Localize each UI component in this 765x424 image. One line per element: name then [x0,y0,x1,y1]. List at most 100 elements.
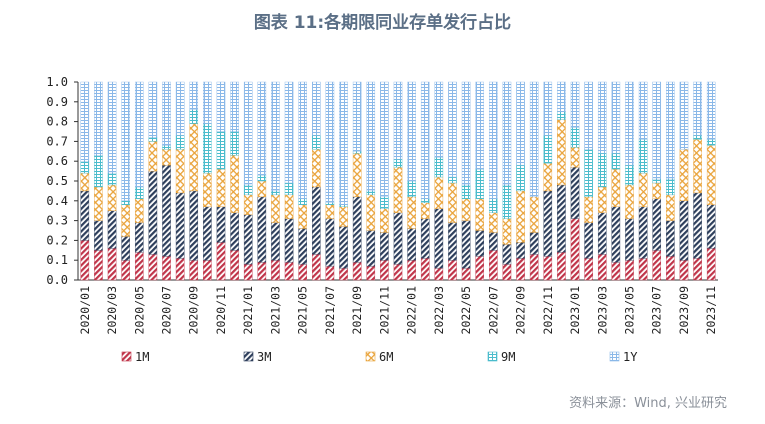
bar-6M-2021/04 [284,194,294,219]
x-tick-label: 2022/07 [486,286,500,335]
bar-9M-2023/08 [666,178,675,196]
bar-3M-2021/03 [271,222,280,261]
bar-9M-2023/10 [693,135,702,140]
legend-swatch-3M [243,351,254,362]
bar-1M-2023/11 [706,248,716,281]
bar-6M-2023/07 [652,182,662,200]
legend-swatch-1Y [609,351,620,362]
bar-1M-2020/11 [216,242,226,281]
bar-1Y-2023/07 [652,81,662,180]
bar-1Y-2023/03 [597,81,607,154]
bar-9M-2020/12 [230,131,239,156]
bar-3M-2021/10 [366,230,376,267]
bar-9M-2023/02 [584,149,593,198]
bar-1M-2020/10 [203,260,212,281]
bar-1Y-2021/07 [325,81,335,203]
legend-label-6M: 6M [379,350,393,364]
x-tick-label: 2020/07 [160,286,174,335]
bar-9M-2021/02 [257,174,267,182]
x-tick-label: 2022/01 [405,286,419,335]
bar-1M-2021/01 [243,263,253,281]
bar-1M-2022/10 [529,254,539,281]
bar-3M-2022/03 [434,208,444,269]
bar-9M-2020/11 [216,131,226,170]
bar-1M-2021/05 [298,263,307,281]
source-note: 资料来源：Wind, 兴业研究 [569,396,727,411]
bar-6M-2021/06 [312,149,321,188]
bar-1M-2022/02 [420,258,430,281]
bar-3M-2022/05 [461,220,471,269]
bar-6M-2023/10 [693,139,702,194]
bar-6M-2023/11 [706,145,716,205]
bar-3M-2022/12 [557,184,566,253]
legend-swatch-1M [121,351,132,362]
x-tick-label: 2022/09 [514,286,528,335]
bar-9M-2021/05 [298,198,307,205]
bar-1Y-2022/04 [448,81,457,178]
bar-6M-2020/08 [175,149,185,194]
bar-6M-2022/12 [557,119,566,186]
bar-6M-2020/11 [216,168,226,207]
bar-1Y-2022/02 [420,81,430,200]
bar-1M-2023/01 [570,218,580,281]
bar-1Y-2022/03 [434,81,444,158]
bar-1M-2023/03 [597,254,607,281]
bar-1Y-2021/12 [393,81,403,160]
bar-3M-2020/04 [121,236,130,261]
bar-3M-2020/09 [189,190,199,261]
bar-6M-2021/02 [257,180,267,198]
x-tick-label: 2020/11 [214,286,228,335]
bar-9M-2022/09 [516,164,525,192]
bar-9M-2020/03 [107,172,117,186]
bar-1M-2021/12 [393,263,403,281]
bar-1Y-2020/01 [80,81,90,162]
bar-1M-2020/07 [162,256,171,281]
bar-1M-2023/07 [652,250,662,281]
bar-1Y-2022/06 [475,81,484,170]
bar-1Y-2020/04 [121,81,130,202]
bar-3M-2022/07 [489,232,498,251]
bar-6M-2022/03 [434,176,444,209]
bar-9M-2022/06 [475,168,484,200]
bar-9M-2023/11 [706,139,716,146]
bar-6M-2021/08 [339,206,348,227]
bar-6M-2022/01 [407,196,416,229]
bar-1Y-2020/12 [230,81,239,132]
bar-1Y-2023/04 [611,81,621,154]
bar-1M-2022/01 [407,260,416,281]
bar-1Y-2022/07 [489,81,498,200]
bar-1M-2020/02 [94,250,103,281]
bar-6M-2021/12 [393,166,403,213]
bar-9M-2020/01 [80,160,90,174]
bar-1Y-2023/01 [570,81,580,128]
y-tick-label: 0.3 [46,214,68,228]
bar-1M-2020/01 [80,240,90,281]
bar-1Y-2022/10 [529,81,539,198]
bar-1M-2020/06 [148,254,158,281]
bar-9M-2021/07 [325,202,335,205]
bar-9M-2023/01 [570,127,580,148]
bar-9M-2021/03 [271,190,280,196]
bar-3M-2023/10 [693,192,702,259]
bar-1M-2022/11 [543,256,553,281]
bar-1M-2023/06 [638,258,648,281]
bar-3M-2022/01 [407,228,416,261]
legend-swatch-9M [487,351,498,362]
bar-1Y-2023/05 [625,81,634,166]
y-tick-label: 0.2 [46,233,68,247]
bar-3M-2020/01 [80,190,90,241]
bar-1Y-2023/08 [666,81,675,180]
bar-6M-2023/03 [597,186,607,213]
bar-9M-2023/06 [638,139,648,174]
bar-1Y-2021/08 [339,81,348,205]
bar-3M-2020/10 [203,206,212,261]
bar-1Y-2021/10 [366,81,376,192]
bar-6M-2020/12 [230,155,239,213]
bar-6M-2023/02 [584,196,593,223]
bar-9M-2023/07 [652,178,662,184]
bar-6M-2020/01 [80,172,90,192]
legend-label-1M: 1M [135,350,149,364]
x-tick-label: 2020/09 [187,286,201,335]
bar-1M-2022/12 [557,252,566,281]
bar-9M-2022/03 [434,157,444,178]
